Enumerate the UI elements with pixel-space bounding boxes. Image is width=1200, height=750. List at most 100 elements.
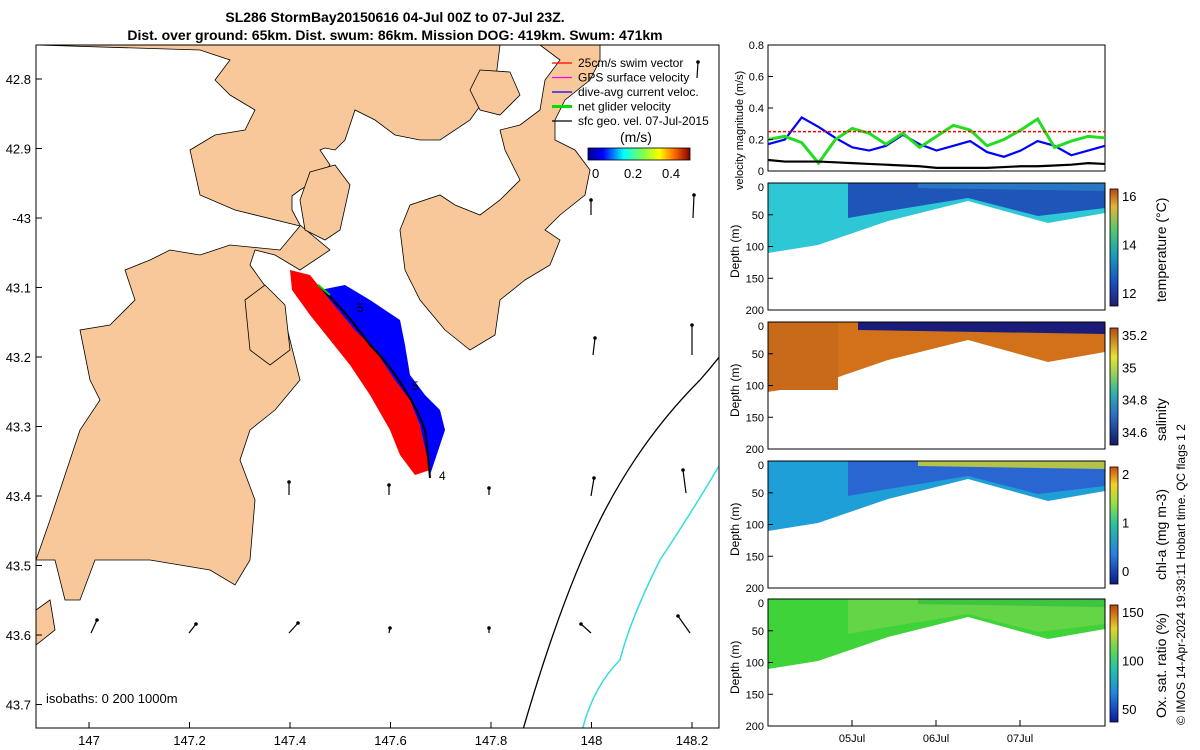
map-xtick-label: 148 [581, 733, 603, 748]
geo-vector-head [388, 626, 392, 630]
land-southwest [36, 599, 56, 646]
map-xtick-label: 147.8 [475, 733, 508, 748]
map-panel: 5 5 4 147 147.2 147.4 147.6 147.8 148 148.2 42… [6, 44, 720, 748]
section-panel: 0 50 100 150 200 Depth (m) 16 14 12 temperature (… [728, 182, 1169, 317]
map-frame [35, 44, 720, 729]
sfc-geostrophic-vectors [90, 60, 700, 634]
section-ytick-label: 100 [746, 242, 764, 254]
section-surface-layer [918, 183, 1105, 191]
section-ytick-label: 150 [746, 551, 764, 563]
credit-text: © IMOS 14-Apr-2024 19:39:11 Hobart time.… [1174, 424, 1188, 725]
geo-vector [590, 477, 595, 497]
section-colorbar-tick: 14 [1122, 238, 1136, 253]
date-tick-label: 06Jul [923, 733, 949, 745]
velocity-panel: 0 0.2 0.4 0.6 0.8 velocity magnitude (m/s) [734, 40, 1106, 190]
map-y-axis: 42.8 42.9 -43 43.1 43.2 43.3 43.4 43.5 43.6 43.7 [6, 72, 42, 713]
section-colorbar-tick: 1 [1122, 516, 1129, 531]
section-ytick-label: 100 [746, 520, 764, 532]
chart-title-line2: Dist. over ground: 65km. Dist. swum: 86k… [127, 27, 663, 43]
section-ytick-label: 200 [746, 721, 764, 733]
section-data-patch [848, 461, 1105, 496]
section-colorbar [1109, 188, 1119, 307]
map-ytick-label: 43.5 [6, 559, 31, 574]
geo-vector-head [287, 480, 291, 484]
peninsula-south [244, 284, 291, 366]
geo-vector-head [579, 622, 583, 626]
speed-colorbar: (m/s) 0 0.2 0.4 [587, 129, 691, 181]
map-ytick-label: 43.2 [6, 350, 31, 365]
section-ytick-label: 200 [746, 444, 764, 456]
section-data-fill [768, 322, 1105, 392]
map-ytick-label: 42.9 [6, 142, 31, 157]
geo-vector-head [95, 618, 99, 622]
geo-vector-head [690, 323, 694, 327]
section-ytick-label: 100 [746, 381, 764, 393]
geo-vector [188, 623, 197, 634]
map-ytick-label: 42.8 [6, 72, 31, 87]
colorbar-unit: (m/s) [620, 129, 652, 145]
section-ytick-label: 0 [758, 598, 764, 610]
section-ytick-label: 50 [752, 349, 764, 361]
section-ytick-label: 50 [752, 210, 764, 222]
legend-label: sfc geo. vel. 07-Jul-2015 [578, 114, 709, 128]
legend-label: net glider velocity [578, 100, 671, 114]
section-colorbar-tick: 34.6 [1122, 425, 1147, 440]
section-ylabel: Depth (m) [728, 503, 742, 556]
net-velocity-vector [317, 284, 331, 296]
section-ytick-label: 200 [746, 583, 764, 595]
section-ytick-label: 0 [758, 321, 764, 333]
section-colorbar-tick: 50 [1122, 702, 1136, 717]
velocity-ytick-label: 0.6 [749, 72, 764, 84]
geo-vector [90, 619, 98, 634]
section-colorbar-label: chl-a (mg m-3) [1153, 489, 1169, 580]
derwent-estuary-water [36, 45, 301, 561]
section-colorbar-tick: 16 [1122, 189, 1136, 204]
velocity-ytick-label: 0 [758, 166, 764, 178]
isobaths-label: isobaths: 0 200 1000m [46, 691, 178, 706]
map-xtick-label: 147.2 [173, 733, 206, 748]
map-x-axis: 147 147.2 147.4 147.6 147.8 148 148.2 [78, 722, 708, 748]
geo-vector [696, 61, 699, 79]
section-colorbar-tick: 0 [1122, 564, 1129, 579]
section-colorbar-tick: 35.2 [1122, 328, 1147, 343]
geo-vector [677, 615, 691, 634]
map-ytick-label: 43.7 [6, 698, 31, 713]
date-tick-label: 07Jul [1007, 733, 1033, 745]
island-center [299, 164, 351, 241]
section-colorbar-tick: 150 [1122, 605, 1144, 620]
section-ytick-label: 150 [746, 689, 764, 701]
section-data-patch [848, 599, 1105, 634]
section-panel: 0 50 100 150 200 Depth (m) 2 1 0 chl-a (mg m-3) [728, 460, 1169, 595]
map-ytick-label: 43.6 [6, 628, 31, 643]
map-xtick-label: 147 [78, 733, 100, 748]
section-ytick-label: 50 [752, 488, 764, 500]
section-colorbar [1109, 604, 1119, 723]
track-label-2: 5 [412, 379, 419, 393]
section-ytick-label: 100 [746, 658, 764, 670]
geo-vector-head [692, 193, 696, 197]
map-xtick-label: 147.6 [374, 733, 407, 748]
section-colorbar-tick: 34.8 [1122, 393, 1147, 408]
glider-track: 5 5 4 [290, 270, 446, 483]
geo-vector-head [387, 483, 391, 487]
geo-vector-head [696, 60, 700, 64]
colorbar-tick-2: 0.4 [662, 166, 680, 181]
speed-colorbar-bar [587, 147, 691, 161]
section-colorbar-label: Ox. sat. ratio (%) [1153, 613, 1169, 718]
velocity-ytick-label: 0.4 [749, 103, 764, 115]
section-colorbar-tick: 2 [1122, 467, 1129, 482]
isobath-200m [522, 356, 719, 728]
section-ytick-label: 200 [746, 305, 764, 317]
section-colorbar-label: salinity [1153, 398, 1169, 441]
section-panel: 0 50 100 150 200 Depth (m) 150 100 50 Ox. sat. ra… [728, 598, 1169, 733]
geo-vector-head [676, 614, 680, 618]
geo-vector [692, 194, 695, 219]
section-ylabel: Depth (m) [728, 225, 742, 278]
geo-vector [592, 337, 596, 356]
geo-vector-head [593, 336, 597, 340]
colorbar-tick-0: 0 [592, 166, 599, 181]
velocity-y-axis: 0 0.2 0.4 0.6 0.8 [749, 40, 773, 178]
section-colorbar-label: temperature (°C) [1153, 198, 1169, 302]
geo-vector-head [681, 468, 685, 472]
legend-label: 25cm/s swim vector [578, 56, 683, 70]
